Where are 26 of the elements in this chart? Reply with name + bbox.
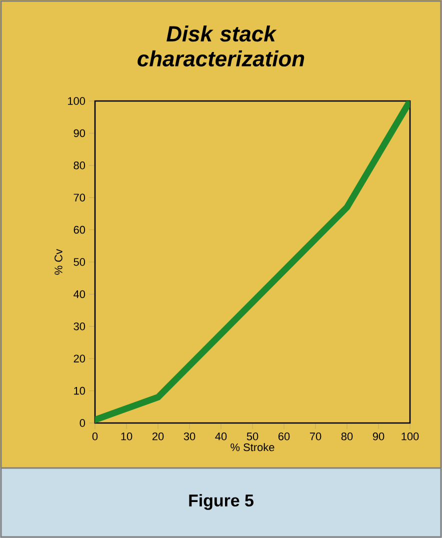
y-tick-label: 80 (74, 162, 86, 170)
x-tick-label: 70 (310, 432, 322, 440)
y-tick-label: 90 (74, 129, 86, 138)
y-tick-label: 20 (74, 354, 86, 362)
x-tick-label: 20 (152, 432, 164, 440)
y-tick-label: 60 (74, 226, 86, 234)
y-tick-label: 70 (74, 194, 86, 202)
x-tick-label: 30 (184, 432, 196, 440)
y-tick-label: 10 (74, 386, 86, 395)
y-tick-label: 50 (74, 258, 86, 266)
y-tick-label: 30 (74, 322, 86, 330)
x-tick-label: 50 (246, 432, 258, 440)
caption: Figure 5 (189, 494, 254, 510)
x-axis-title: % Stroke (230, 443, 274, 452)
y-tick-label: 100 (68, 97, 86, 105)
y-tick-label: 40 (74, 290, 86, 298)
x-tick-label: 90 (372, 432, 384, 440)
x-tick-label: 80 (341, 432, 353, 440)
y-tick-label: 0 (80, 419, 86, 427)
chart-title: Disk stack characterization (138, 25, 304, 66)
x-tick-label: 40 (215, 432, 227, 440)
x-tick-label: 100 (402, 432, 419, 440)
x-tick-label: 0 (92, 432, 98, 440)
x-tick-label: 60 (278, 432, 290, 440)
y-axis-title: % Cv (54, 248, 62, 275)
x-tick-label: 10 (121, 432, 132, 440)
